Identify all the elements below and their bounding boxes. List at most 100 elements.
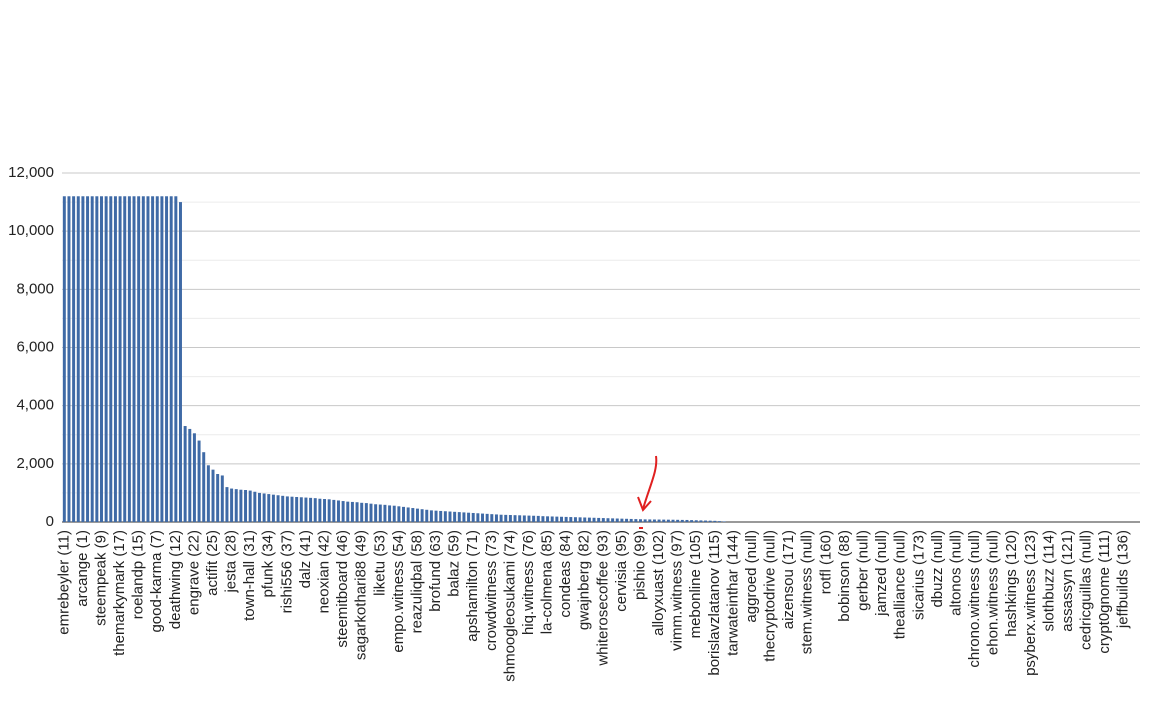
x-tick-label: jesta (28): [223, 530, 240, 594]
bar: [522, 515, 526, 522]
bar: [206, 465, 210, 522]
x-tick-label: steemitboard (46): [334, 530, 351, 648]
bar: [718, 521, 721, 522]
bar: [402, 506, 406, 522]
bar: [86, 196, 90, 522]
x-tick-label: reazuliqbal (58): [408, 530, 425, 633]
bar: [671, 519, 675, 522]
x-tick-label: rotfl (160): [817, 530, 834, 594]
x-tick-label: vimm.witness (97): [669, 530, 686, 651]
bar: [536, 515, 540, 522]
x-tick-label: cedricguillas (null): [1078, 530, 1095, 650]
bar: [100, 196, 103, 522]
bar: [462, 512, 466, 522]
x-tick-label: hashkings (120): [1003, 530, 1020, 637]
y-tick-label: 10,000: [8, 222, 54, 239]
y-tick-label: 6,000: [16, 338, 54, 355]
bar: [625, 518, 629, 522]
x-tick-label: hiq.witness (76): [520, 530, 537, 635]
bar: [341, 501, 345, 522]
bar: [378, 504, 382, 522]
bar: [443, 511, 447, 522]
x-tick-label: themarkymark (17): [111, 530, 128, 656]
x-tick-label: deathwing (12): [167, 530, 184, 629]
bar: [676, 519, 680, 522]
bar: [392, 505, 396, 522]
x-tick-label: stem.witness (null): [799, 530, 816, 654]
bar: [620, 518, 624, 522]
bar: [471, 512, 475, 522]
bar: [290, 496, 294, 522]
bar: [448, 511, 452, 522]
x-tick-label: gwajnberg (82): [576, 530, 593, 630]
bar: [685, 519, 689, 522]
bar: [453, 511, 457, 522]
x-tick-label: good-karma (7): [148, 530, 165, 633]
y-tick-label: 8,000: [16, 280, 54, 297]
x-tick-label: balaz (59): [446, 530, 463, 597]
bar: [560, 516, 563, 522]
bar: [662, 519, 666, 522]
bar: [155, 196, 159, 522]
bar: [411, 508, 415, 522]
bar: [374, 504, 378, 522]
bar: [587, 517, 591, 522]
bar: [248, 490, 252, 522]
x-tick-label: sagarkothari88 (49): [353, 530, 370, 660]
x-tick-label: psyberx.witness (123): [1022, 530, 1039, 676]
x-tick-label: aizensou (171): [780, 530, 797, 629]
bar: [508, 515, 512, 522]
bar: [704, 520, 708, 522]
bar: [573, 517, 577, 522]
bar: [179, 202, 182, 523]
bar: [132, 196, 136, 522]
bar: [244, 490, 248, 522]
bar: [271, 494, 275, 522]
x-tick-label: condeas (84): [557, 530, 574, 618]
bar: [234, 489, 238, 522]
bar: [406, 507, 410, 522]
bar: [253, 491, 257, 522]
x-tick-label: altonos (null): [947, 530, 964, 616]
bar: [383, 504, 387, 522]
x-tick-label: pishio (99): [631, 530, 648, 600]
bar: [629, 518, 633, 522]
bar: [81, 196, 85, 522]
bar: [708, 520, 712, 522]
bar: [546, 516, 550, 522]
x-tick-label: shmoogleosukami (74): [501, 530, 518, 682]
bar: [230, 488, 234, 522]
bar: [694, 520, 698, 522]
x-tick-label: la-colmena (85): [539, 530, 556, 634]
bar: [532, 515, 536, 522]
bar: [188, 428, 192, 522]
x-tick-label: borislavzlatanov (115): [706, 530, 723, 676]
x-tick-label: jeffbuilds (136): [1115, 530, 1132, 629]
bar: [583, 517, 587, 522]
bar: [299, 497, 303, 522]
bar: [174, 196, 178, 522]
bar: [494, 514, 498, 522]
x-tick-label: chrono.witness (null): [966, 530, 983, 668]
bar: [592, 517, 596, 522]
bar: [239, 489, 243, 522]
plot: 0 2,000 4,000 6,000 8,000 10,000 12,000 emrebey…: [8, 164, 1140, 682]
x-tick-label: steempeak (9): [92, 530, 109, 626]
bar: [323, 499, 327, 522]
bar: [397, 506, 401, 522]
bar: [332, 499, 336, 522]
bar: [104, 196, 108, 522]
bar: [350, 501, 354, 522]
bar: [364, 503, 368, 522]
arrow-shaft: [642, 455, 658, 510]
bar: [504, 514, 508, 522]
bar: [304, 497, 308, 522]
bar: [657, 519, 661, 522]
x-tick-label: sicarius (173): [910, 530, 927, 620]
x-tick-label: bobinson (88): [836, 530, 853, 622]
bar: [165, 196, 169, 522]
x-tick-label: crowdwitness (73): [483, 530, 500, 651]
x-tick-label: dbuzz (null): [929, 530, 946, 608]
